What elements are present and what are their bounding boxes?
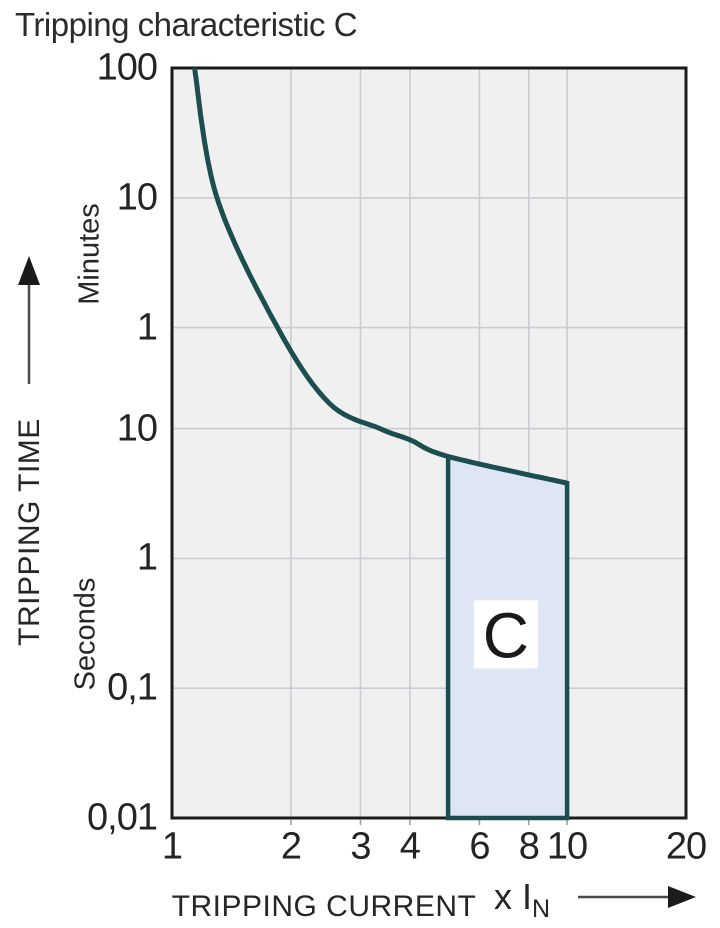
x-axis-unit: x IN [494,876,550,922]
y-tick-label: 10 [116,176,158,219]
x-axis-unit-subscript: N [532,895,551,924]
band-label-box [473,600,538,669]
x-tick-label: 4 [399,825,421,868]
right-arrow-icon [578,886,696,908]
x-axis-unit-prefix: x I [494,876,533,917]
page-title: Tripping characteristic C [15,6,358,43]
y-axis-title: TRIPPING TIME [13,418,46,646]
y-tick-label: 1 [136,536,158,579]
x-tick-label: 2 [280,825,302,868]
y-tick-label: 0,1 [107,666,158,709]
y-tick-label: 1 [136,306,158,349]
x-axis-title: TRIPPING CURRENT [171,890,477,923]
band-label: C [483,599,529,671]
x-tick-label: 20 [665,825,707,868]
y-section-label-minutes: Minutes [73,203,106,305]
x-tick-label: 10 [546,825,588,868]
up-arrow-icon [18,256,40,384]
x-tick-label: 8 [518,825,540,868]
plot-background [172,68,686,818]
y-tick-label: 100 [96,46,158,89]
x-tick-label: 3 [350,825,371,868]
y-section-label-seconds: Seconds [69,577,102,691]
y-tick-label: 10 [116,407,158,450]
x-tick-label: 1 [161,825,183,868]
tripping-curve [192,67,568,486]
x-tick-label: 6 [469,825,490,868]
plot-frame [170,66,688,820]
y-tick-label: 0,01 [87,796,158,839]
